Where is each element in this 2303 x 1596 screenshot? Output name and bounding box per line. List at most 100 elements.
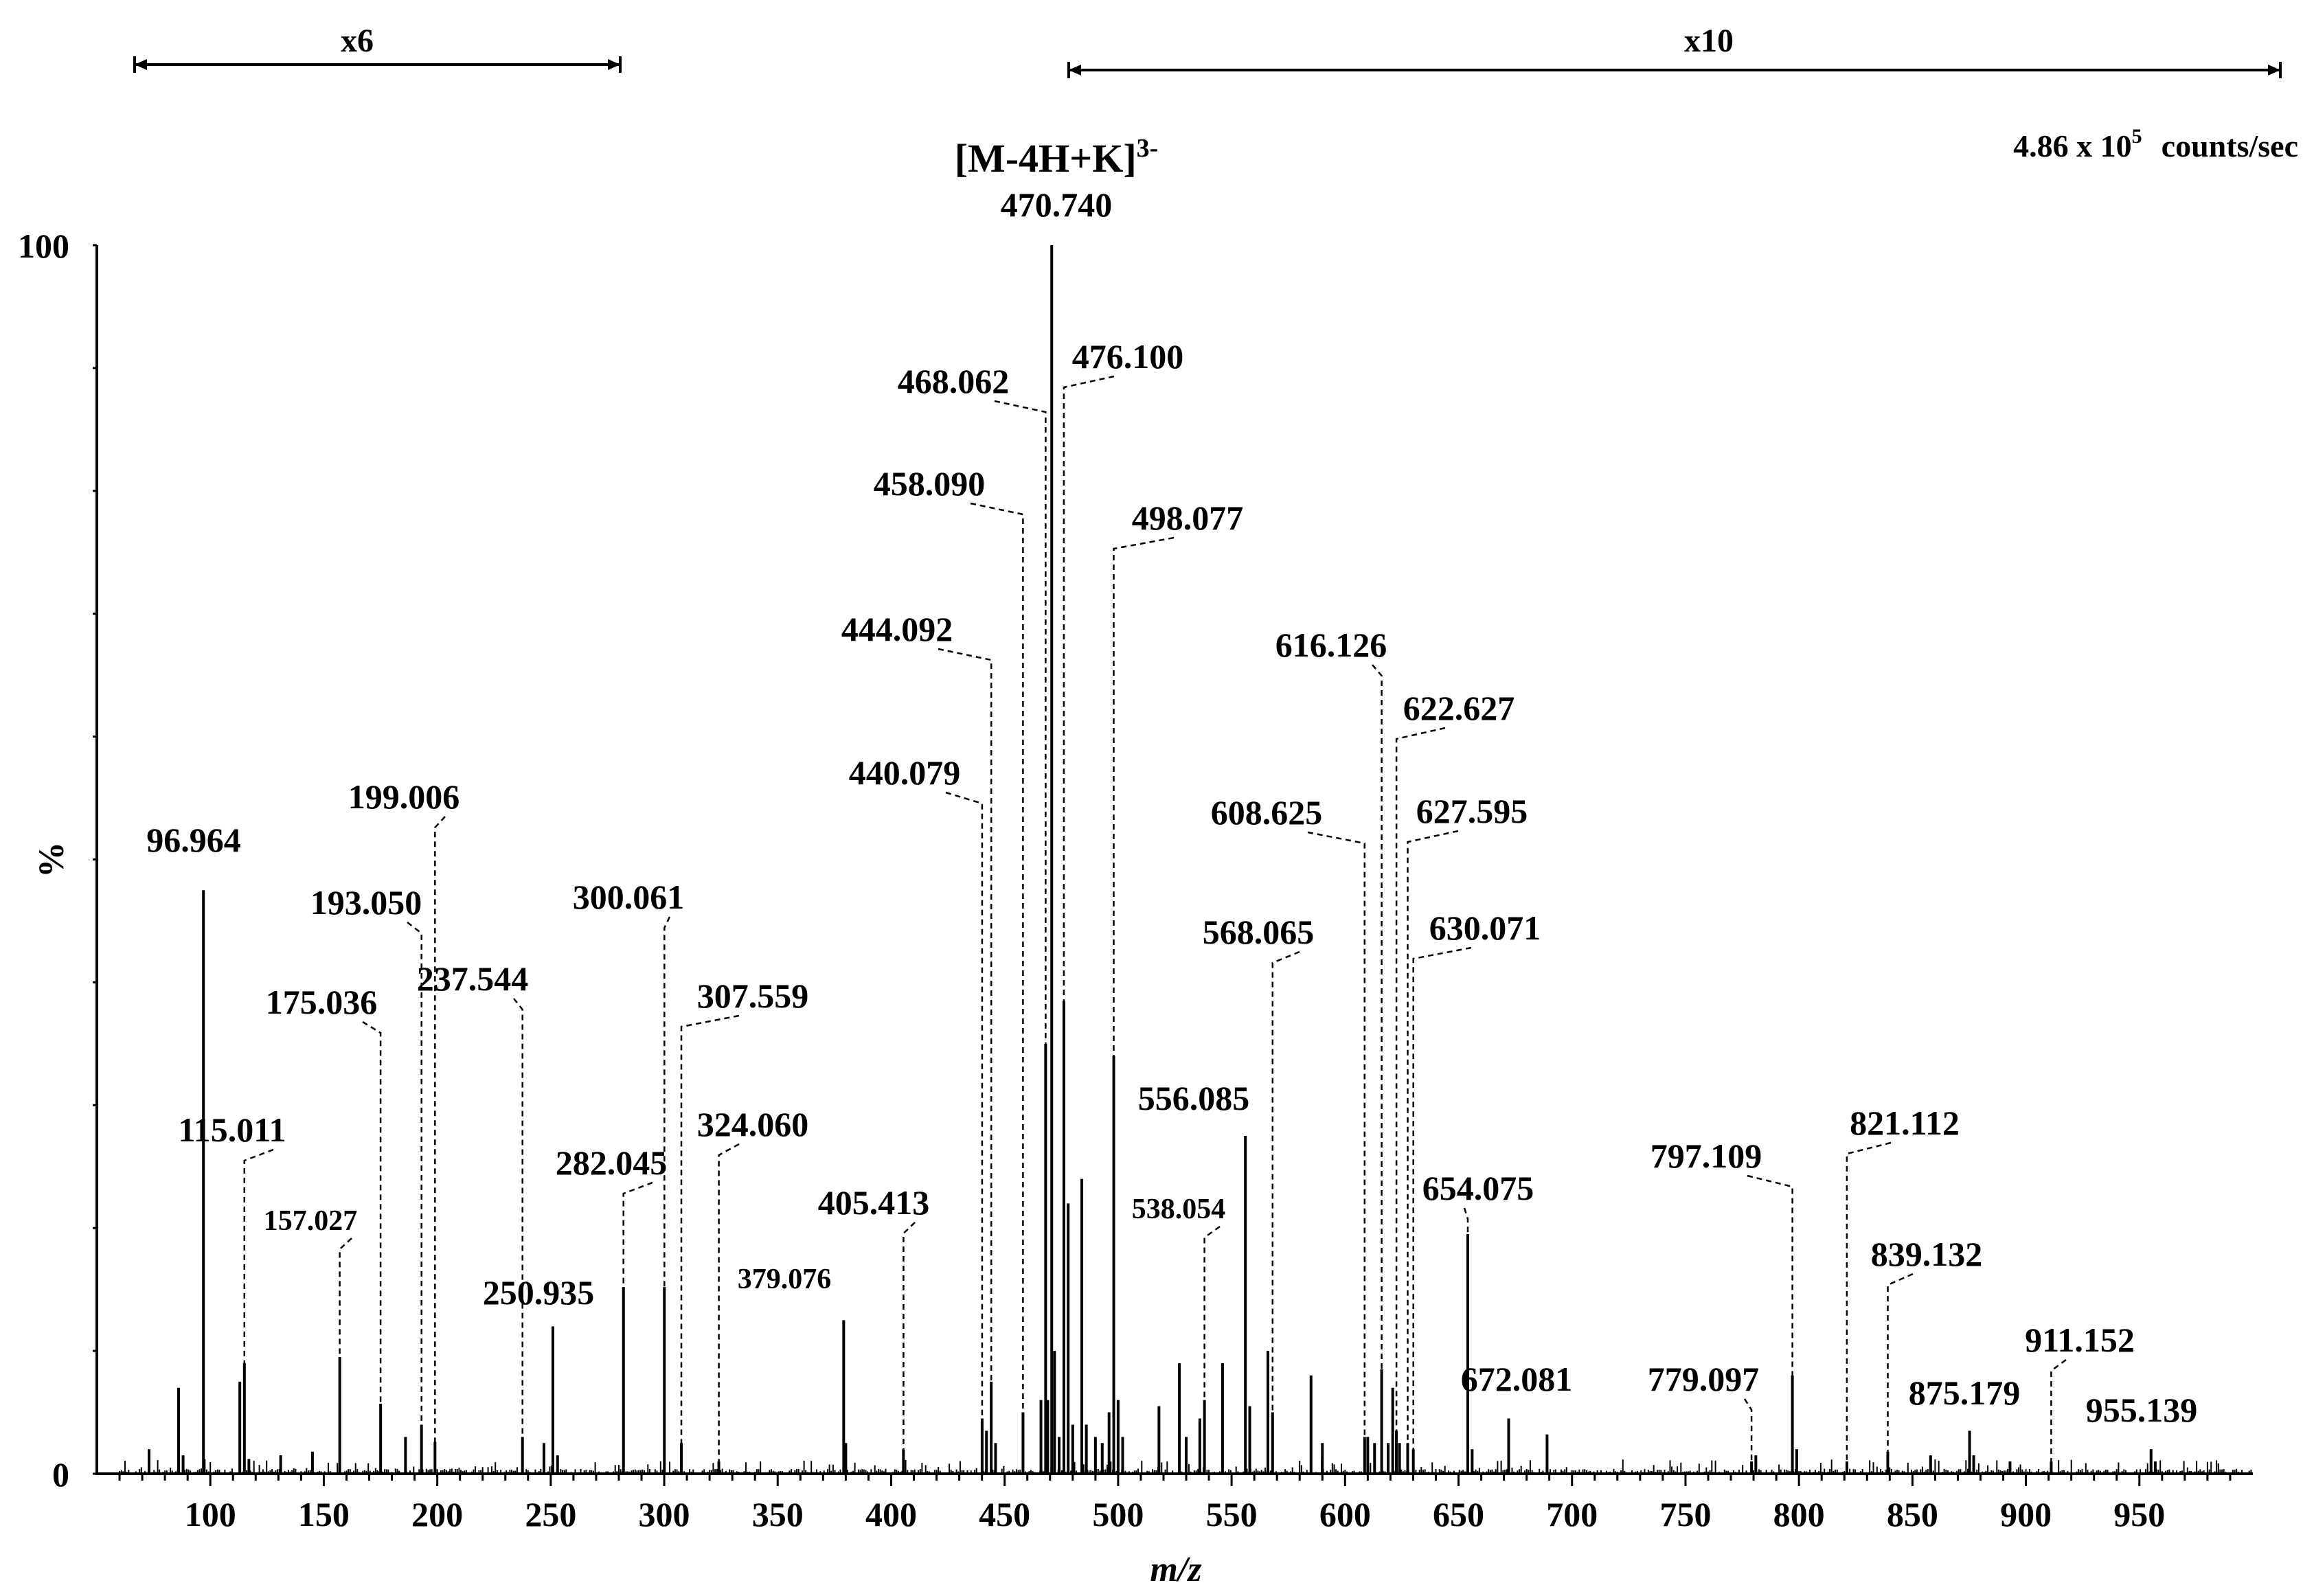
leader-line xyxy=(1747,1174,1793,1376)
x-axis-ticks xyxy=(118,1474,2232,1486)
leader-line xyxy=(1372,664,1383,1369)
x-tick-label: 850 xyxy=(1887,1495,1938,1534)
peak-label: 608.625 xyxy=(1211,793,1323,832)
leader-line xyxy=(1407,830,1459,1444)
peak-label: 568.065 xyxy=(1203,913,1315,951)
x-tick-label: 400 xyxy=(865,1495,917,1534)
x-tick-label: 900 xyxy=(2000,1495,2052,1534)
peak-label: 779.097 xyxy=(1648,1360,1760,1398)
peak-label: 476.100 xyxy=(1072,337,1184,376)
y-axis-label: % xyxy=(32,842,71,878)
peak-label: 307.559 xyxy=(697,977,809,1015)
peak-label: 538.054 xyxy=(1132,1194,1226,1225)
x-tick-label: 950 xyxy=(2113,1495,2165,1534)
leader-line xyxy=(903,1222,916,1450)
x-tick-label: 550 xyxy=(1206,1495,1258,1534)
leader-line xyxy=(2050,1358,2067,1462)
leader-line xyxy=(718,1143,740,1462)
x-tick-label: 500 xyxy=(1092,1495,1144,1534)
leader-line xyxy=(1463,1207,1469,1235)
y-axis-tick-labels: 0 100 xyxy=(18,227,69,1494)
magnification-range-x10: x10 xyxy=(1067,23,2282,78)
peak-label: 300.061 xyxy=(573,878,685,916)
y-tick-label: 0 xyxy=(52,1455,69,1494)
peak-label: 821.112 xyxy=(1850,1104,1960,1142)
base-peak-ion-label: [M-4H+K]3- xyxy=(955,134,1159,181)
y-tick-label: 100 xyxy=(18,227,69,265)
leader-line xyxy=(1203,1225,1221,1400)
leader-line xyxy=(1307,831,1366,1437)
x-tick-label: 650 xyxy=(1433,1495,1484,1534)
leader-line xyxy=(945,791,984,1419)
x6-range-right-arrow xyxy=(608,59,620,70)
peak-label: 654.075 xyxy=(1422,1169,1534,1207)
x-axis-tick-labels: 100 150 200 250 300 350 400 450 500 550 600 650 700 7… xyxy=(185,1495,2166,1534)
intensity-exponent: 5 xyxy=(2132,125,2142,148)
peak-label: 468.062 xyxy=(898,362,1010,400)
x10-range-left-arrow xyxy=(1069,65,1081,76)
peak-label: 250.935 xyxy=(483,1273,595,1312)
x-tick-label: 200 xyxy=(411,1495,463,1534)
minor-peaks xyxy=(147,1178,2157,1474)
leader-line xyxy=(1063,375,1115,1001)
peak-label: 444.092 xyxy=(841,610,953,648)
leader-line xyxy=(339,1238,352,1357)
peak-label: 96.964 xyxy=(146,821,241,859)
x10-range-right-arrow xyxy=(2268,65,2280,76)
x10-range-label: x10 xyxy=(1684,23,1734,59)
peak-label: 379.076 xyxy=(738,1264,832,1295)
intensity-value: 4.86 x 10 xyxy=(2013,128,2132,163)
peak-label: 199.006 xyxy=(348,777,460,816)
peak-label: 157.027 xyxy=(264,1205,358,1237)
leader-line xyxy=(243,1148,274,1363)
peak-label: 115.011 xyxy=(179,1110,286,1149)
peak-label: 955.139 xyxy=(2086,1391,2198,1429)
leader-line xyxy=(970,502,1024,1413)
leader-line xyxy=(434,816,446,1442)
y-axis-ticks xyxy=(93,244,97,1475)
leader-line xyxy=(1743,1398,1753,1462)
x-axis-label: m/z xyxy=(1150,1550,1202,1589)
leader-line xyxy=(1887,1273,1914,1452)
peak-label: 193.050 xyxy=(310,883,422,922)
x-tick-label: 750 xyxy=(1659,1495,1711,1534)
x-tick-label: 350 xyxy=(752,1495,804,1534)
intensity-units: counts/sec xyxy=(2162,128,2298,163)
magnification-range-x6: x6 xyxy=(133,23,622,73)
leader-line xyxy=(362,1021,382,1404)
peak-label: 324.060 xyxy=(697,1105,809,1143)
x-tick-label: 450 xyxy=(979,1495,1030,1534)
x-tick-label: 800 xyxy=(1773,1495,1825,1534)
ion-charge: 3- xyxy=(1137,134,1159,163)
peak-label: 556.085 xyxy=(1138,1079,1250,1117)
x-tick-label: 100 xyxy=(185,1495,236,1534)
x-tick-label: 150 xyxy=(298,1495,350,1534)
leader-line xyxy=(994,400,1047,1044)
peak-label: 282.045 xyxy=(556,1143,668,1182)
peak-label-leaders xyxy=(243,375,2067,1462)
peak-label: 797.109 xyxy=(1650,1137,1762,1175)
peak-label: 237.544 xyxy=(417,959,529,998)
labeled-peaks xyxy=(202,245,2153,1474)
ion-formula: [M-4H+K] xyxy=(955,136,1137,181)
leader-line xyxy=(663,916,671,1288)
peak-label: 875.179 xyxy=(1909,1373,2021,1412)
peak-label: 627.595 xyxy=(1416,792,1528,830)
x6-range-label: x6 xyxy=(341,23,374,59)
peak-label: 630.071 xyxy=(1429,909,1541,947)
peak-label: 440.079 xyxy=(849,753,961,792)
leader-line xyxy=(1395,727,1446,1431)
x-tick-label: 300 xyxy=(639,1495,690,1534)
x-tick-label: 700 xyxy=(1546,1495,1598,1534)
peak-label: 498.077 xyxy=(1132,499,1244,537)
intensity-scale-label: 4.86 x 105 counts/sec xyxy=(2013,125,2298,163)
leader-line xyxy=(680,1014,740,1444)
leader-line xyxy=(1271,950,1300,1413)
leader-line xyxy=(513,998,523,1437)
peak-label: 405.413 xyxy=(818,1183,930,1222)
peak-label: 175.036 xyxy=(266,983,378,1021)
leader-line xyxy=(1113,536,1175,1056)
peak-label: 672.081 xyxy=(1461,1360,1573,1398)
leader-line xyxy=(622,1181,653,1288)
